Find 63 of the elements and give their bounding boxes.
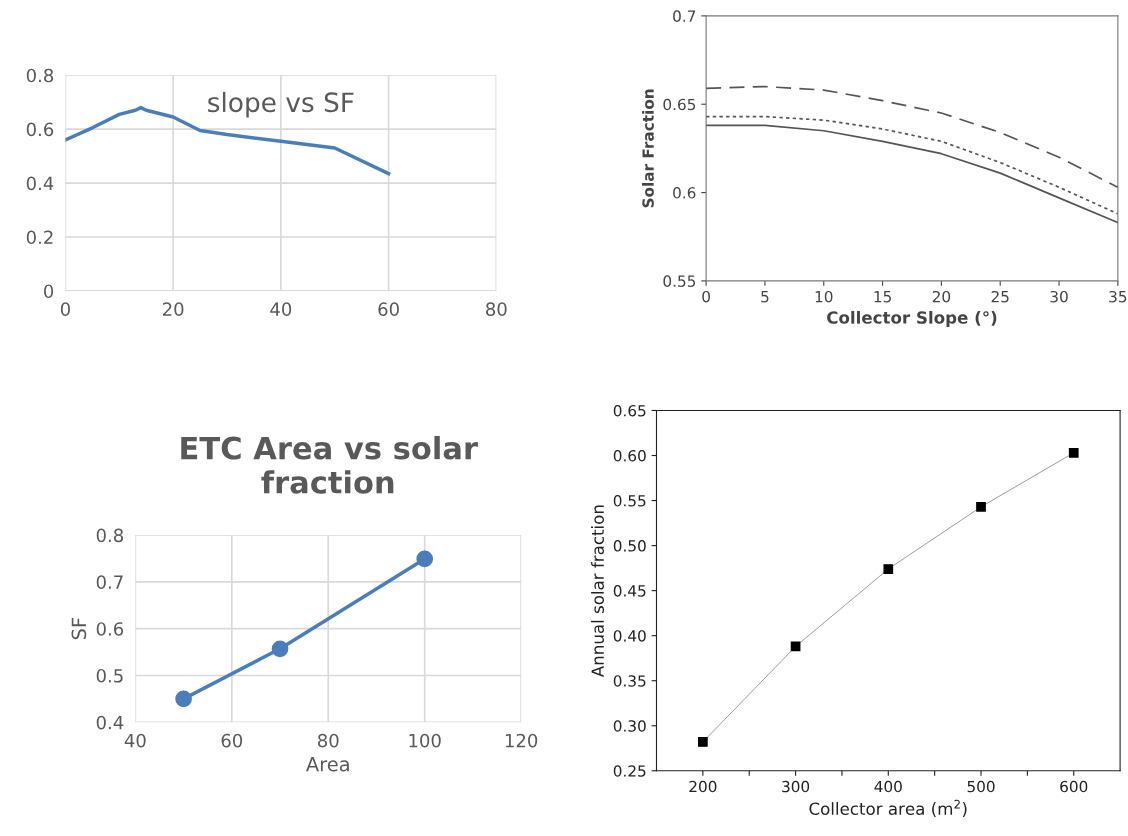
y-tick-label: 0.45 bbox=[613, 585, 646, 597]
x-tick-label: 20 bbox=[932, 290, 951, 303]
x-tick-label: 400 bbox=[874, 780, 902, 793]
line-series bbox=[706, 115, 1118, 215]
y-tick-label: 0.40 bbox=[613, 630, 646, 642]
x-tick-label: 500 bbox=[967, 780, 995, 793]
y-axis-title: Annual solar fraction bbox=[591, 505, 604, 678]
y-tick-label: 0.60 bbox=[613, 449, 646, 462]
y-tick-label: 0.4 bbox=[96, 715, 124, 730]
x-tick-label: 120 bbox=[505, 733, 538, 748]
y-tick-label: 0.65 bbox=[663, 98, 696, 111]
x-tick-label: 60 bbox=[221, 733, 243, 748]
y-tick-label: 0.50 bbox=[613, 540, 646, 552]
y-tick-label: 0.35 bbox=[613, 675, 646, 687]
x-tick-label: 10 bbox=[815, 290, 833, 303]
point bbox=[175, 690, 192, 708]
y-tick-label: 0.6 bbox=[673, 187, 696, 199]
x-tick-label: 35 bbox=[1109, 290, 1127, 303]
y-tick-label: 0.2 bbox=[26, 230, 53, 245]
line-series bbox=[706, 124, 1118, 224]
y-tick-label: 0.6 bbox=[96, 622, 124, 636]
x-tick-label: 0 bbox=[60, 302, 70, 317]
text: slope vs SF bbox=[208, 91, 354, 118]
x-tick-label: 80 bbox=[317, 733, 339, 748]
x-tick-label: 15 bbox=[874, 291, 891, 303]
point bbox=[271, 640, 289, 658]
y-tick-label: 0.30 bbox=[613, 720, 646, 732]
x-axis-title: Collector area (m$^{2}$) bbox=[809, 799, 967, 817]
y-tick-label: 0.8 bbox=[26, 68, 54, 83]
line-series bbox=[706, 85, 1118, 189]
x-tick-label: 60 bbox=[378, 302, 399, 317]
x-tick-label: 30 bbox=[1050, 290, 1068, 303]
point bbox=[976, 501, 986, 512]
x-tick-label: 20 bbox=[162, 302, 184, 317]
x-tick-label: 40 bbox=[124, 733, 146, 748]
point bbox=[1068, 447, 1079, 458]
x-tick-label: 100 bbox=[409, 733, 441, 748]
x-tick-label: 0 bbox=[702, 290, 710, 303]
y-tick-label: 0.65 bbox=[613, 404, 646, 417]
x-tick-label: 200 bbox=[689, 780, 717, 793]
y-tick-label: 0.6 bbox=[26, 122, 54, 137]
y-tick-label: 0.5 bbox=[96, 668, 123, 683]
x-tick-label: 600 bbox=[1060, 780, 1088, 793]
x-tick-label: 80 bbox=[486, 302, 507, 317]
point bbox=[697, 737, 708, 747]
x-tick-label: 40 bbox=[270, 302, 292, 317]
y-tick-label: 0.25 bbox=[613, 765, 646, 777]
y-tick-label: 0.55 bbox=[663, 275, 696, 287]
y-tick-label: 0.4 bbox=[26, 176, 54, 191]
y-axis-title: SF bbox=[71, 618, 87, 640]
x-axis-title: Collector Slope (°) bbox=[827, 310, 997, 328]
y-tick-label: 0.7 bbox=[96, 575, 123, 589]
x-axis-title: Area bbox=[306, 757, 349, 772]
y-tick-label: 0.8 bbox=[96, 528, 124, 543]
chart-title: ETC Area vs solar fraction bbox=[181, 435, 478, 494]
point bbox=[416, 550, 434, 568]
x-tick-label: 300 bbox=[782, 780, 810, 793]
x-tick-label: 5 bbox=[761, 291, 769, 303]
y-axis-title: Solar Fraction bbox=[642, 89, 654, 208]
point bbox=[883, 564, 894, 574]
y-tick-label: 0.7 bbox=[673, 10, 696, 22]
x-tick-label: 25 bbox=[991, 290, 1009, 303]
y-tick-label: 0.55 bbox=[613, 495, 646, 507]
